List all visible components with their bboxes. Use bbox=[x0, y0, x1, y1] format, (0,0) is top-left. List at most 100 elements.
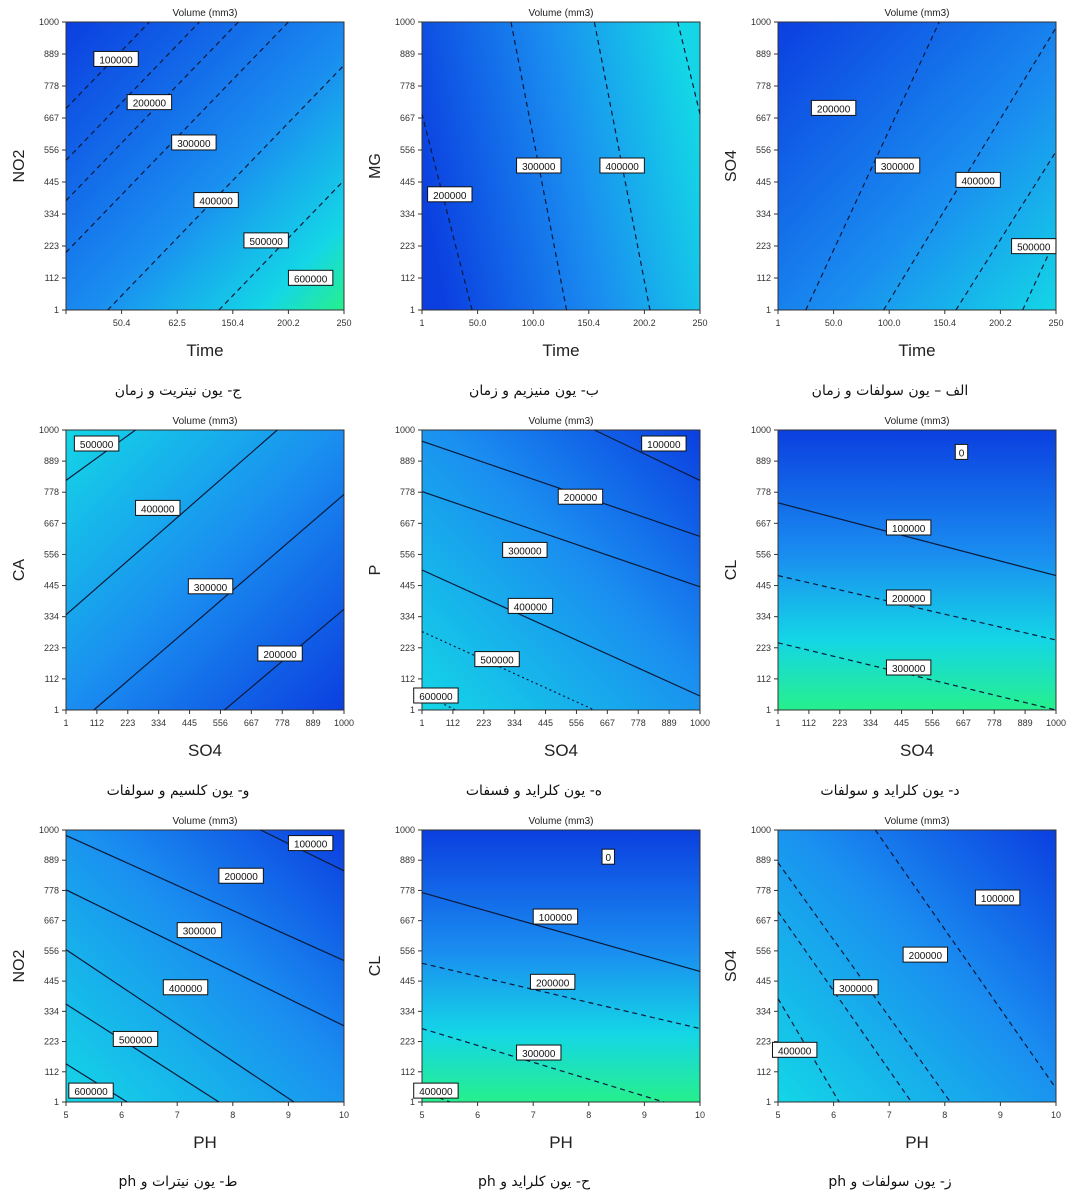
x-tick-label: 112 bbox=[802, 718, 816, 728]
contour-label: 200000 bbox=[909, 951, 943, 962]
y-tick-label: 445 bbox=[44, 177, 59, 187]
contour-label: 200000 bbox=[536, 978, 570, 989]
contour-plot: Volume (mm3) 100000 200000 300000 400000 5000… bbox=[11, 8, 352, 360]
y-tick-label: 667 bbox=[44, 113, 59, 123]
contour-label-box bbox=[427, 186, 473, 203]
contour-line bbox=[421, 114, 473, 311]
chart-title: Volume (mm3) bbox=[172, 816, 237, 827]
x-tick-label: 100.0 bbox=[878, 318, 901, 328]
y-tick-label: 223 bbox=[44, 1037, 59, 1047]
x-tick-label: 5 bbox=[63, 1110, 68, 1120]
y-tick-label: 223 bbox=[44, 241, 59, 251]
y-tick-label: 556 bbox=[756, 549, 771, 559]
y-tick-label: 445 bbox=[756, 976, 771, 986]
contour-label: 300000 bbox=[522, 162, 556, 173]
y-tick-label: 667 bbox=[44, 518, 59, 528]
contour-label-box bbox=[874, 157, 921, 174]
contour-line bbox=[874, 829, 1057, 1089]
contour-line bbox=[421, 631, 595, 711]
x-tick-label: 10 bbox=[695, 1110, 705, 1120]
contour-line bbox=[93, 493, 345, 711]
x-tick-label: 62.5 bbox=[168, 318, 186, 328]
y-tick-label: 889 bbox=[400, 855, 415, 865]
y-tick-label: 778 bbox=[44, 885, 59, 895]
x-axis-label: Time bbox=[186, 341, 223, 360]
x-axis-label: SO4 bbox=[188, 741, 222, 760]
x-tick-label: 150.4 bbox=[578, 318, 601, 328]
x-tick-label: 6 bbox=[831, 1110, 836, 1120]
x-axis-label: SO4 bbox=[900, 741, 934, 760]
contour-line bbox=[65, 834, 345, 962]
y-tick-label: 889 bbox=[400, 49, 415, 59]
x-tick-label: 50.4 bbox=[113, 318, 131, 328]
y-tick-label: 889 bbox=[756, 49, 771, 59]
chart-title: Volume (mm3) bbox=[528, 816, 593, 827]
y-tick-label: 556 bbox=[44, 946, 59, 956]
contour-label-box bbox=[243, 232, 289, 249]
contour-label: 500000 bbox=[480, 656, 514, 667]
chart-title: Volume (mm3) bbox=[884, 416, 949, 427]
x-tick-label: 10 bbox=[1051, 1110, 1061, 1120]
x-tick-label: 334 bbox=[151, 718, 166, 728]
contour-label: 200000 bbox=[133, 99, 167, 110]
x-tick-label: 445 bbox=[182, 718, 197, 728]
y-axis-label: MG bbox=[367, 153, 384, 179]
x-tick-label: 889 bbox=[662, 718, 677, 728]
x-tick-label: 6 bbox=[475, 1110, 480, 1120]
x-tick-label: 1 bbox=[775, 718, 780, 728]
x-tick-label: 778 bbox=[275, 718, 290, 728]
contour-label-box bbox=[135, 499, 181, 516]
contour-label: 300000 bbox=[839, 984, 873, 995]
contour-label: 200000 bbox=[263, 650, 297, 661]
plot-area bbox=[777, 829, 1057, 1103]
contour-label-box bbox=[641, 435, 687, 452]
y-tick-label: 223 bbox=[756, 1037, 771, 1047]
x-tick-label: 9 bbox=[998, 1110, 1003, 1120]
contour-label: 500000 bbox=[1017, 243, 1051, 254]
y-tick-label: 223 bbox=[400, 241, 415, 251]
contour-line bbox=[65, 889, 345, 1027]
panel-caption: و- یون کلسیم و سولفات bbox=[106, 783, 250, 799]
x-tick-label: 10 bbox=[339, 1110, 349, 1120]
x-tick-label: 250 bbox=[336, 318, 351, 328]
x-tick-label: 223 bbox=[120, 718, 135, 728]
x-tick-label: 50.0 bbox=[469, 318, 487, 328]
panel-sulfate-ph: Volume (mm3) 100000 200000 300000 400000 5 6 7 8… bbox=[712, 808, 1068, 1201]
contour-line bbox=[65, 949, 295, 1103]
y-tick-label: 334 bbox=[400, 612, 415, 622]
x-tick-label: 1 bbox=[419, 718, 424, 728]
x-tick-label: 7 bbox=[175, 1110, 180, 1120]
y-tick-label: 667 bbox=[756, 518, 771, 528]
y-tick-label: 889 bbox=[44, 456, 59, 466]
y-tick-label: 112 bbox=[401, 1067, 415, 1077]
y-tick-label: 445 bbox=[400, 581, 415, 591]
contour-label-box bbox=[176, 922, 223, 939]
y-tick-label: 334 bbox=[44, 209, 59, 219]
y-tick-label: 112 bbox=[757, 273, 771, 283]
contour-label: 400000 bbox=[961, 176, 995, 187]
contour-line bbox=[65, 21, 150, 109]
y-tick-label: 556 bbox=[400, 145, 415, 155]
contour-line bbox=[777, 502, 1057, 577]
x-tick-label: 250 bbox=[1048, 318, 1063, 328]
panel-caption: الف – یون سولفات و زمان bbox=[811, 383, 969, 399]
contour-label: 100000 bbox=[539, 913, 573, 924]
contour-label: 300000 bbox=[177, 139, 211, 150]
y-tick-label: 889 bbox=[44, 49, 59, 59]
contour-line bbox=[65, 429, 278, 616]
panel-nitrite-time: Volume (mm3) 100000 200000 300000 400000 5000… bbox=[0, 0, 356, 400]
y-tick-label: 112 bbox=[45, 273, 59, 283]
y-tick-label: 556 bbox=[400, 549, 415, 559]
panel-chloride-sulfate: Volume (mm3) 0 100000 200000 300000 1 112 223 33… bbox=[712, 408, 1068, 808]
panel-caption: ط- یون نیترات و ph bbox=[118, 1174, 238, 1190]
plot-area bbox=[421, 429, 701, 711]
contour-label-box bbox=[287, 269, 334, 286]
x-axis-label: PH bbox=[193, 1133, 217, 1152]
y-tick-label: 667 bbox=[756, 113, 771, 123]
y-axis-label: NO2 bbox=[11, 149, 28, 182]
contour-label: 400000 bbox=[514, 602, 548, 613]
panel-caption: ز- یون سولفات و ph bbox=[828, 1174, 952, 1190]
plot-area bbox=[65, 429, 345, 711]
contour-line bbox=[421, 962, 701, 1030]
x-tick-label: 8 bbox=[586, 1110, 591, 1120]
